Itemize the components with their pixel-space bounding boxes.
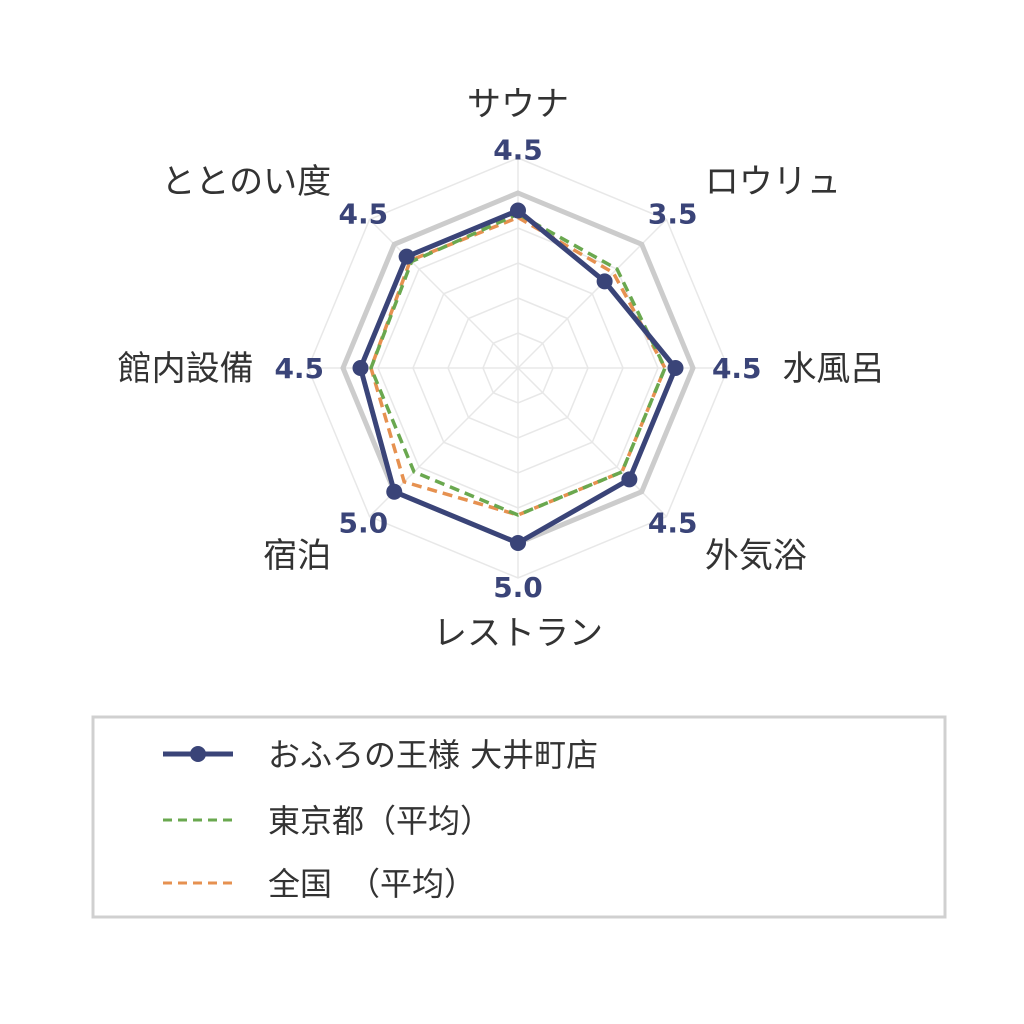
series-line-tokyo <box>369 212 667 517</box>
axis-label-lodging: 宿泊 <box>263 536 331 576</box>
value-label-lodging: 5.0 <box>339 507 389 540</box>
data-point-totonoi <box>398 248 415 265</box>
data-point-cold-bath <box>667 360 684 376</box>
grid-spoke-loyly <box>517 218 668 369</box>
value-label-restaurant: 5.0 <box>493 571 543 604</box>
axis-label-facilities: 館内設備 <box>118 349 254 389</box>
data-point-outdoor-rest <box>621 471 638 488</box>
value-label-loyly: 3.5 <box>648 197 698 230</box>
legend-marker-store <box>190 746 206 762</box>
axis-label-loyly: ロウリュ <box>705 162 841 202</box>
data-point-restaurant <box>510 535 526 551</box>
data-point-lodging <box>386 483 403 500</box>
legend-label-tokyo: 東京都（平均） <box>268 802 492 840</box>
radar-series <box>352 202 684 551</box>
value-label-facilities: 4.5 <box>274 352 324 385</box>
series-line-national <box>369 215 667 517</box>
data-point-loyly <box>596 273 613 290</box>
axis-label-totonoi: ととのい度 <box>161 162 331 202</box>
data-point-sauna <box>510 202 526 219</box>
value-label-cold-bath: 4.5 <box>712 352 762 385</box>
legend-label-national: 全国 （平均） <box>268 865 476 903</box>
legend-box <box>91 715 947 919</box>
data-point-facilities <box>352 360 369 376</box>
axis-label-sauna: サウナ <box>467 85 569 125</box>
value-labels: 4.5 3.5 4.5 4.5 5.0 5.0 4.5 4.5 <box>274 133 761 604</box>
value-label-outdoor-rest: 4.5 <box>648 507 698 540</box>
legend: おふろの王様 大井町店 東京都（平均） 全国 （平均） <box>91 715 947 919</box>
value-label-totonoi: 4.5 <box>339 197 389 230</box>
value-label-sauna: 4.5 <box>493 133 543 166</box>
axis-label-cold-bath: 水風呂 <box>782 349 884 389</box>
axis-label-outdoor-rest: 外気浴 <box>705 536 807 576</box>
legend-label-store: おふろの王様 大井町店 <box>268 736 598 774</box>
axis-label-restaurant: レストラン <box>433 613 603 653</box>
